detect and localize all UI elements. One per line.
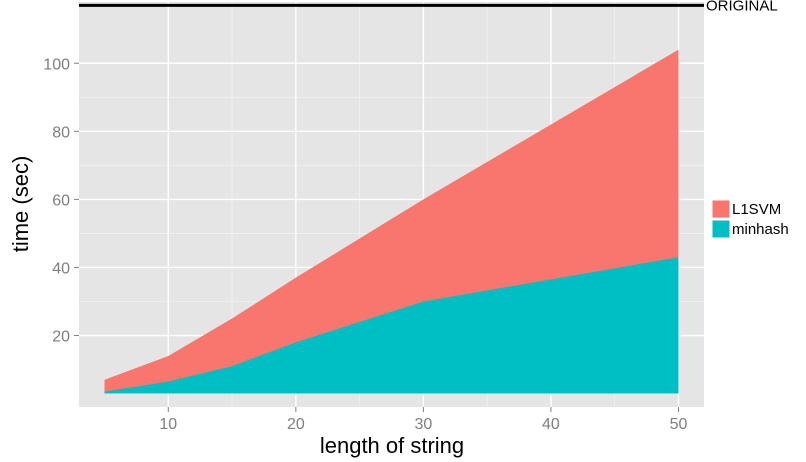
x-tick-label: 50 — [670, 416, 688, 433]
x-tick-label: 20 — [287, 416, 305, 433]
areas — [104, 49, 679, 394]
x-axis: 10 20 30 40 50 — [159, 407, 687, 433]
legend: L1SVM minhash — [711, 199, 789, 239]
x-tick-label: 10 — [159, 416, 177, 433]
y-tick-label: 40 — [52, 260, 70, 277]
legend-label-minhash: minhash — [732, 221, 789, 238]
y-tick-label: 20 — [52, 329, 70, 346]
reference-line-label: ORIGINAL — [706, 0, 778, 14]
legend-label-l1svm: L1SVM — [732, 201, 781, 218]
y-axis: 20 40 60 80 100 — [43, 56, 79, 346]
x-axis-title: length of string — [320, 433, 464, 458]
legend-swatch-l1svm — [711, 199, 731, 219]
y-tick-label: 60 — [52, 192, 70, 209]
x-tick-label: 30 — [414, 416, 432, 433]
reference-line-group: ORIGINAL — [79, 0, 778, 14]
y-tick-label: 80 — [52, 124, 70, 141]
x-tick-label: 40 — [542, 416, 560, 433]
legend-swatch-minhash — [711, 219, 731, 239]
y-tick-label: 100 — [43, 56, 70, 73]
y-axis-title: time (sec) — [8, 156, 33, 253]
area-minhash — [104, 257, 679, 394]
